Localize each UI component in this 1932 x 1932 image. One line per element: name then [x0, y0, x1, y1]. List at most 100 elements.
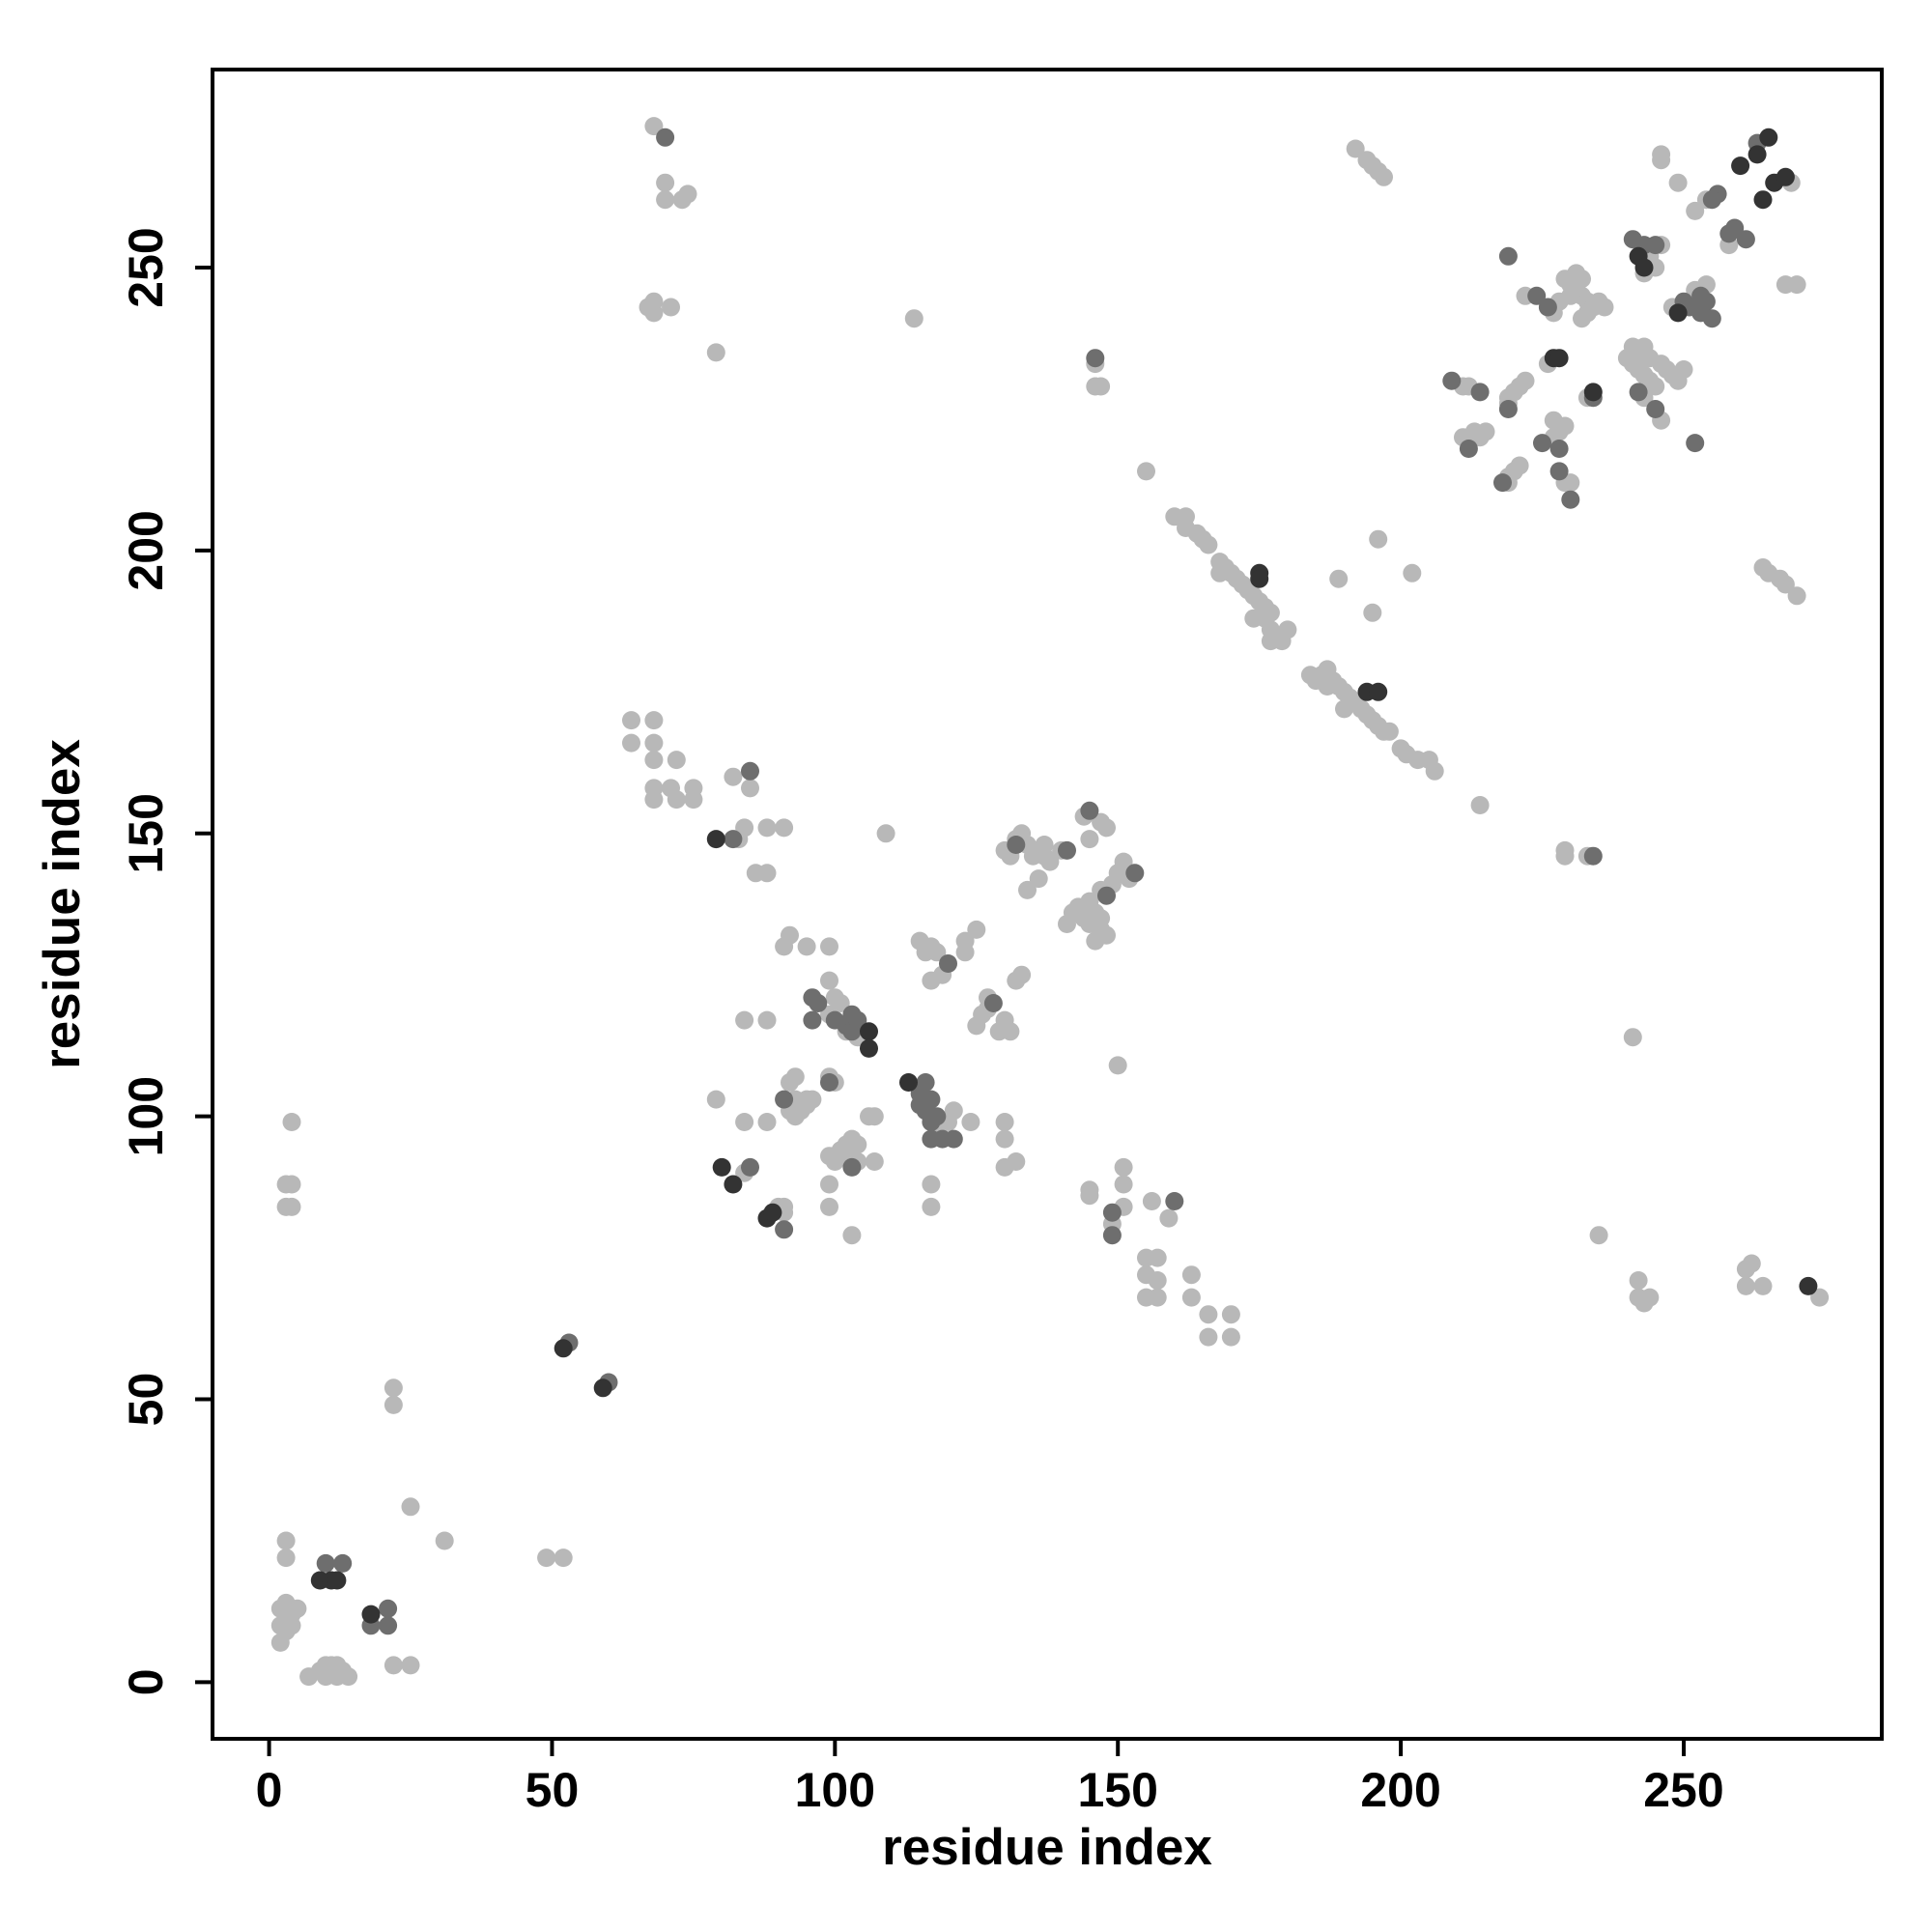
- x-tick-label: 100: [795, 1763, 875, 1817]
- data-point: [435, 1531, 454, 1550]
- data-point: [944, 1101, 963, 1121]
- data-point: [554, 1339, 573, 1358]
- data-point: [1736, 230, 1755, 249]
- data-point: [667, 790, 686, 810]
- data-point: [361, 1605, 381, 1624]
- data-point: [741, 1157, 759, 1177]
- data-point: [927, 943, 947, 962]
- data-point: [1668, 173, 1688, 192]
- data-point: [1640, 1288, 1660, 1307]
- data-point: [1181, 1288, 1201, 1307]
- data-point: [1369, 682, 1388, 701]
- y-tick-label: 0: [119, 1668, 173, 1695]
- data-point: [644, 711, 664, 730]
- data-point: [1668, 303, 1688, 323]
- data-point: [860, 1022, 878, 1041]
- data-point: [781, 925, 799, 945]
- data-point: [724, 830, 743, 849]
- data-point: [1646, 236, 1665, 255]
- data-point: [1493, 473, 1512, 493]
- data-point: [1058, 840, 1076, 860]
- data-point: [1148, 1271, 1167, 1290]
- data-point: [775, 1220, 794, 1239]
- data-point: [775, 1090, 794, 1109]
- data-point: [622, 733, 640, 753]
- data-point: [1097, 925, 1116, 945]
- data-point: [1470, 796, 1490, 814]
- data-point: [384, 1656, 403, 1675]
- data-point: [1346, 139, 1365, 158]
- data-point: [1199, 1327, 1218, 1347]
- data-point: [1646, 377, 1665, 396]
- data-point: [712, 1157, 731, 1177]
- data-point: [820, 971, 838, 990]
- data-point: [384, 1378, 403, 1398]
- data-point: [995, 1113, 1014, 1131]
- data-point: [1589, 1226, 1608, 1245]
- data-point: [848, 1135, 867, 1154]
- data-point: [644, 733, 664, 753]
- data-point: [904, 309, 923, 328]
- data-point: [1561, 286, 1580, 305]
- data-point: [1097, 818, 1116, 838]
- data-point: [1686, 434, 1705, 453]
- data-point: [684, 790, 703, 810]
- data-point: [1363, 603, 1382, 622]
- data-point: [1199, 1305, 1218, 1324]
- data-point: [1035, 836, 1054, 854]
- data-point: [1510, 456, 1529, 475]
- data-point: [735, 818, 754, 838]
- data-point: [662, 298, 680, 317]
- data-point: [1040, 852, 1060, 871]
- data-point: [554, 1548, 573, 1568]
- data-point: [1573, 309, 1591, 328]
- data-point: [1001, 1022, 1020, 1041]
- data-point: [1652, 151, 1671, 170]
- data-point: [1244, 609, 1264, 628]
- data-point: [593, 1378, 612, 1398]
- y-axis: 0 50 100 150 200 250: [119, 227, 213, 1695]
- data-point: [995, 1129, 1014, 1149]
- data-point: [1629, 1271, 1648, 1290]
- data-point: [1159, 1208, 1179, 1228]
- data-point: [741, 779, 759, 798]
- data-point: [1646, 400, 1665, 418]
- data-point: [724, 1175, 743, 1194]
- data-point: [1753, 190, 1773, 210]
- data-point: [1092, 377, 1111, 396]
- data-point: [1498, 246, 1518, 266]
- data-point: [922, 1113, 941, 1131]
- data-point: [644, 303, 664, 323]
- data-point: [644, 117, 664, 136]
- data-point: [1753, 1276, 1773, 1295]
- plot-frame: [211, 68, 1884, 1741]
- data-point: [316, 1553, 335, 1573]
- x-axis-title: residue index: [882, 1819, 1212, 1876]
- data-point: [1165, 1192, 1184, 1210]
- data-point: [922, 1175, 941, 1194]
- data-point: [1080, 801, 1099, 820]
- data-point: [1583, 846, 1603, 866]
- data-point: [803, 1090, 822, 1109]
- data-point: [1674, 360, 1693, 379]
- data-point: [706, 343, 725, 362]
- data-point: [876, 824, 895, 843]
- data-point: [741, 761, 759, 781]
- x-axis: 0 50 100 150 200 250: [256, 1739, 1724, 1817]
- data-point: [809, 994, 828, 1012]
- data-point: [1125, 864, 1145, 883]
- data-point: [1736, 1276, 1755, 1295]
- data-point: [282, 1616, 301, 1635]
- data-point: [757, 818, 777, 838]
- data-point: [1555, 846, 1575, 866]
- data-point: [1799, 1276, 1818, 1295]
- data-point: [282, 1113, 301, 1131]
- data-point: [1549, 349, 1569, 368]
- data-point: [1012, 965, 1032, 984]
- x-tick-label: 0: [256, 1763, 283, 1817]
- data-point: [276, 1197, 296, 1216]
- data-point: [1335, 699, 1353, 719]
- data-point: [656, 190, 675, 210]
- data-point: [1137, 462, 1155, 481]
